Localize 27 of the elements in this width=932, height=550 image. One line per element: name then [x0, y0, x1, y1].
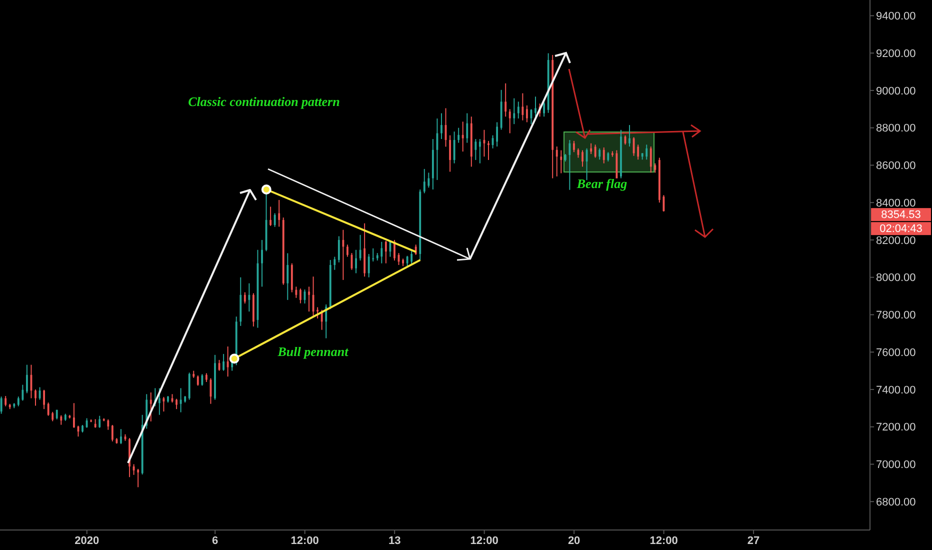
- x-tick-label: 13: [388, 534, 401, 547]
- x-tick-label: 12:00: [290, 534, 319, 547]
- y-tick-label: 8400.00: [876, 197, 916, 210]
- x-tick-label: 6: [212, 534, 218, 547]
- annotation: Bull pennant: [276, 344, 349, 359]
- x-tick-label: 12:00: [650, 534, 678, 547]
- x-tick-label: 12:00: [470, 534, 498, 547]
- y-tick-label: 8800.00: [876, 122, 916, 135]
- x-tick-label: 20: [568, 534, 580, 547]
- y-tick-label: 7600.00: [876, 346, 916, 359]
- annotation: Bear flag: [576, 176, 628, 191]
- annotation: Classic continuation pattern: [188, 94, 340, 109]
- y-tick-label: 9400.00: [876, 10, 916, 23]
- y-tick-label: 9000.00: [876, 85, 916, 98]
- text: 02:04:43: [880, 223, 922, 236]
- y-tick-label: 6800.00: [876, 496, 916, 508]
- y-tick-label: 7400.00: [876, 384, 916, 396]
- y-tick-label: 8600.00: [876, 160, 916, 172]
- y-tick-label: 8200.00: [876, 234, 916, 247]
- y-tick-label: 7000.00: [876, 459, 916, 472]
- y-tick-label: 9200.00: [876, 48, 916, 60]
- y-tick-label: 8000.00: [876, 272, 916, 284]
- y-tick-label: 7800.00: [876, 310, 916, 322]
- y-tick-label: 7200.00: [876, 422, 916, 434]
- x-tick-label: 2020: [74, 534, 100, 547]
- text: 8354.53: [881, 209, 921, 222]
- x-tick-label: 27: [747, 534, 760, 547]
